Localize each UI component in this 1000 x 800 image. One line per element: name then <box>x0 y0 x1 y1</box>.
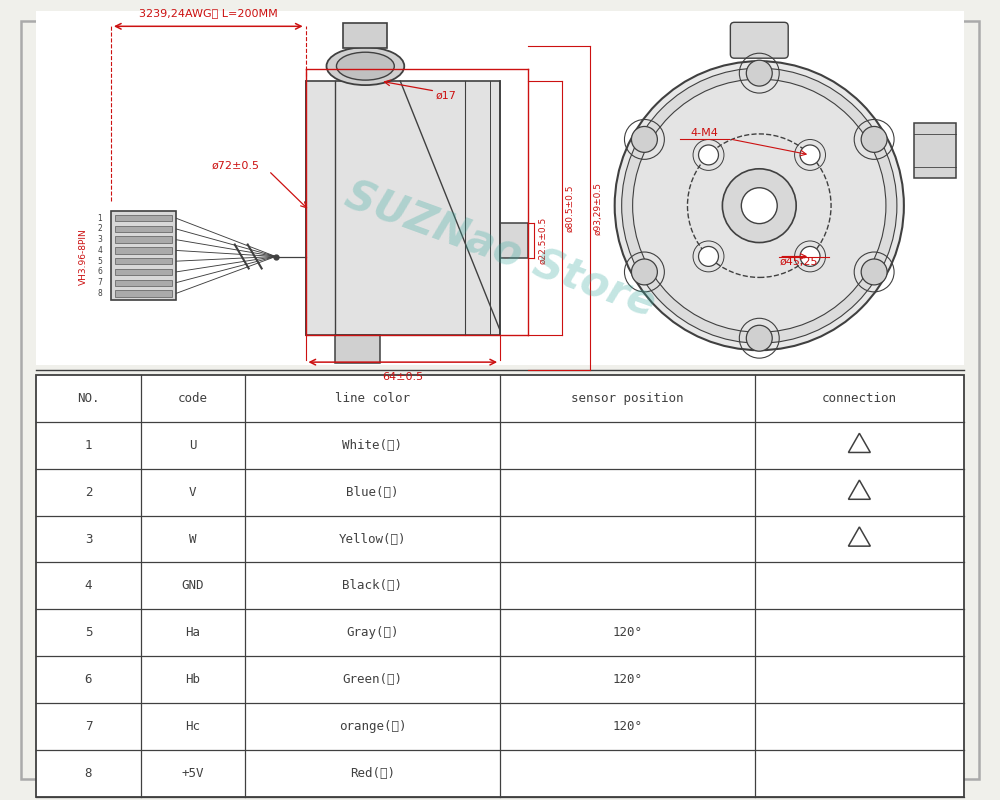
Text: +5V: +5V <box>182 766 204 780</box>
Text: Hb: Hb <box>185 673 200 686</box>
Text: 6: 6 <box>97 267 102 277</box>
Bar <box>335 335 380 363</box>
Text: 4-M4: 4-M4 <box>690 128 718 138</box>
Circle shape <box>861 259 887 285</box>
Text: W: W <box>189 533 197 546</box>
Text: orange(棕): orange(棕) <box>339 720 406 733</box>
Circle shape <box>741 188 777 224</box>
Text: ø80.5±0.5: ø80.5±0.5 <box>566 185 575 232</box>
Circle shape <box>800 145 820 165</box>
Bar <box>343 23 387 48</box>
Text: VH3.96-8PIN: VH3.96-8PIN <box>79 228 88 285</box>
Circle shape <box>615 61 904 350</box>
Text: sensor position: sensor position <box>571 392 684 405</box>
Bar <box>36 375 964 797</box>
Circle shape <box>800 246 820 266</box>
Text: 1: 1 <box>97 214 102 222</box>
Text: 6: 6 <box>85 673 92 686</box>
Text: NO.: NO. <box>77 392 100 405</box>
Text: 8: 8 <box>85 766 92 780</box>
Text: 1: 1 <box>85 439 92 452</box>
Text: ø17: ø17 <box>435 91 456 101</box>
Circle shape <box>746 60 772 86</box>
Text: ø72±0.5: ø72±0.5 <box>212 161 260 171</box>
Text: U: U <box>189 439 197 452</box>
Bar <box>115 269 172 275</box>
Text: 4: 4 <box>85 579 92 592</box>
Circle shape <box>699 145 718 165</box>
Bar <box>115 226 172 232</box>
Text: GND: GND <box>182 579 204 592</box>
Circle shape <box>861 126 887 152</box>
Text: Hc: Hc <box>185 720 200 733</box>
Text: SUZNao Store: SUZNao Store <box>339 175 661 326</box>
Text: 3: 3 <box>97 235 102 244</box>
Text: White(白): White(白) <box>342 439 402 452</box>
Circle shape <box>631 126 657 152</box>
Text: 2: 2 <box>85 486 92 498</box>
Bar <box>914 123 956 178</box>
Text: 5: 5 <box>97 257 102 266</box>
Text: line color: line color <box>335 392 410 405</box>
Text: 2: 2 <box>97 224 102 234</box>
Bar <box>115 215 172 222</box>
Bar <box>500 222 528 258</box>
Bar <box>115 279 172 286</box>
Text: 64±0.5: 64±0.5 <box>382 372 423 382</box>
Text: 120°: 120° <box>613 720 643 733</box>
Text: 3: 3 <box>85 533 92 546</box>
Bar <box>115 290 172 297</box>
Bar <box>115 247 172 254</box>
Text: ø93,29±0.5: ø93,29±0.5 <box>594 182 603 234</box>
Text: Red(红): Red(红) <box>350 766 395 780</box>
Text: 7: 7 <box>97 278 102 287</box>
Ellipse shape <box>336 52 394 80</box>
Circle shape <box>722 169 796 242</box>
Text: 5: 5 <box>85 626 92 639</box>
FancyBboxPatch shape <box>730 22 788 58</box>
Circle shape <box>631 259 657 285</box>
Text: ø45,25: ø45,25 <box>779 258 818 267</box>
Text: V: V <box>189 486 197 498</box>
Ellipse shape <box>326 47 404 85</box>
Circle shape <box>622 68 897 343</box>
Bar <box>115 237 172 243</box>
Circle shape <box>633 79 886 332</box>
Text: Gray(灰): Gray(灰) <box>346 626 399 639</box>
Text: Black(黑): Black(黑) <box>342 579 402 592</box>
Bar <box>36 11 964 365</box>
Text: 4: 4 <box>97 246 102 255</box>
Text: 7: 7 <box>85 720 92 733</box>
Circle shape <box>746 326 772 351</box>
Text: ø22.5±0.5: ø22.5±0.5 <box>538 217 547 264</box>
Text: Yellow(黄): Yellow(黄) <box>339 533 406 546</box>
Bar <box>115 258 172 264</box>
Bar <box>111 210 176 300</box>
Text: Blue(蓝): Blue(蓝) <box>346 486 399 498</box>
Text: connection: connection <box>822 392 897 405</box>
Text: 8: 8 <box>97 289 102 298</box>
Text: Ha: Ha <box>185 626 200 639</box>
Text: 3239,24AWG， L=200MM: 3239,24AWG， L=200MM <box>139 8 278 18</box>
Text: 120°: 120° <box>613 673 643 686</box>
Text: code: code <box>178 392 208 405</box>
Text: Green(绿): Green(绿) <box>342 673 402 686</box>
Circle shape <box>699 246 718 266</box>
Bar <box>306 81 500 335</box>
Text: 120°: 120° <box>613 626 643 639</box>
